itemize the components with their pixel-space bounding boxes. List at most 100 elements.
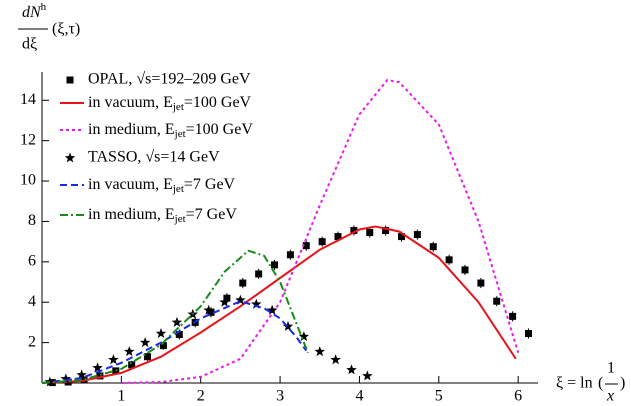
star-marker — [139, 337, 151, 348]
legend-label-part: =7 GeV — [186, 206, 238, 223]
legend-label-part: jet — [172, 183, 184, 195]
square-marker — [159, 342, 167, 350]
x-axis-label: ξ = ln ( 1 x ) — [556, 360, 625, 405]
legend-label: in vacuum, Ejet=7 GeV — [88, 176, 236, 195]
square-marker — [398, 233, 406, 241]
y-tick-label: 8 — [28, 212, 36, 229]
legend-entry: OPAL, √s=192–209 GeV — [66, 71, 251, 88]
legend-label-part: =100 GeV — [184, 94, 252, 111]
star-marker — [251, 298, 262, 309]
curve — [41, 225, 517, 384]
legend-label-part: in vacuum, E — [88, 176, 173, 193]
y-tick-label: 2 — [28, 333, 36, 350]
square-marker — [382, 227, 390, 235]
star-marker — [108, 354, 119, 365]
square-marker — [477, 279, 485, 287]
square-marker — [239, 279, 247, 287]
x-label-den: x — [606, 388, 614, 405]
legend-label: in medium, Ejet=7 GeV — [88, 206, 237, 225]
star-marker — [92, 362, 103, 373]
legend-label-part: =7 GeV — [184, 176, 236, 193]
legend-entry: in vacuum, Ejet=7 GeV — [60, 176, 236, 195]
x-tick-label: 3 — [276, 388, 284, 405]
square-marker — [255, 270, 263, 278]
x-tick-label: 4 — [355, 388, 363, 405]
star-marker — [76, 369, 87, 380]
star-marker — [235, 294, 246, 305]
square-marker — [286, 251, 294, 259]
square-marker — [144, 353, 152, 361]
x-tick-label: 1 — [117, 388, 125, 405]
curve — [41, 249, 309, 384]
square-marker — [461, 266, 469, 274]
legend-label-part: in medium, E — [88, 121, 175, 138]
square-marker — [366, 229, 374, 237]
square-marker — [302, 242, 310, 250]
curve — [41, 300, 308, 384]
star-marker — [171, 316, 183, 327]
curve — [121, 79, 520, 384]
x-label-open: ( — [598, 375, 603, 392]
square-marker — [96, 372, 104, 380]
star-marker — [64, 152, 76, 163]
x-tick-label: 5 — [435, 388, 443, 405]
y-tick-label: 6 — [28, 253, 36, 270]
legend-label-part: jet — [174, 128, 186, 140]
legend-label: OPAL, √s=192–209 GeV — [88, 71, 251, 88]
y-label-num: dNh — [22, 1, 47, 21]
star-marker — [155, 328, 167, 338]
y-tick-label: 14 — [20, 91, 36, 108]
x-tick-label: 6 — [514, 388, 522, 405]
y-label-args: (ξ,τ) — [52, 21, 80, 38]
legend-entry: in vacuum, Ejet=100 GeV — [60, 94, 252, 113]
star-marker — [219, 296, 230, 307]
x-tick-label: 2 — [197, 388, 205, 405]
legend-label-part: =100 GeV — [186, 121, 254, 138]
y-axis-label: dNh dξ (ξ,τ) — [18, 1, 80, 53]
star-marker — [124, 346, 135, 357]
square-marker — [445, 256, 453, 264]
y-tick-label: 12 — [20, 131, 36, 148]
legend-entry: in medium, Ejet=100 GeV — [60, 121, 253, 140]
square-marker — [271, 261, 279, 269]
star-marker — [282, 321, 294, 331]
star-marker — [362, 370, 373, 381]
square-marker — [334, 233, 342, 241]
star-marker — [266, 304, 278, 315]
legend-label: TASSO, √s=14 GeV — [88, 149, 220, 166]
square-marker — [524, 330, 532, 338]
star-marker — [203, 304, 214, 315]
square-marker — [350, 227, 358, 235]
legend-label-part: jet — [174, 213, 186, 225]
legend-label: in vacuum, Ejet=100 GeV — [88, 94, 252, 113]
square-marker — [413, 231, 421, 239]
x-label-lhs: ξ = ln — [556, 375, 593, 392]
y-label-den: dξ — [22, 36, 37, 53]
y-tick-label: 10 — [20, 172, 36, 189]
star-marker — [346, 364, 357, 375]
y-tick-label: 4 — [28, 293, 36, 310]
square-marker — [429, 243, 437, 251]
legend-entry: TASSO, √s=14 GeV — [64, 149, 220, 166]
square-marker — [318, 238, 326, 246]
legend-label-part: in medium, E — [88, 206, 175, 223]
legend-label-part: jet — [172, 101, 184, 113]
square-marker — [509, 312, 517, 320]
square-marker — [223, 294, 231, 302]
y-label-sup: h — [41, 1, 47, 13]
star-marker — [60, 373, 71, 384]
x-label-num: 1 — [607, 360, 615, 377]
x-label-close: ) — [620, 375, 625, 392]
square-marker — [66, 76, 74, 84]
star-marker — [44, 376, 56, 387]
legend-label-part: in vacuum, E — [88, 94, 173, 111]
square-marker — [175, 331, 183, 339]
square-marker — [493, 297, 501, 305]
star-marker — [330, 354, 341, 365]
star-marker — [298, 331, 310, 341]
legend-label: in medium, Ejet=100 GeV — [88, 121, 253, 140]
square-marker — [128, 361, 136, 369]
legend-entry: in medium, Ejet=7 GeV — [60, 206, 237, 225]
star-marker — [314, 346, 325, 357]
